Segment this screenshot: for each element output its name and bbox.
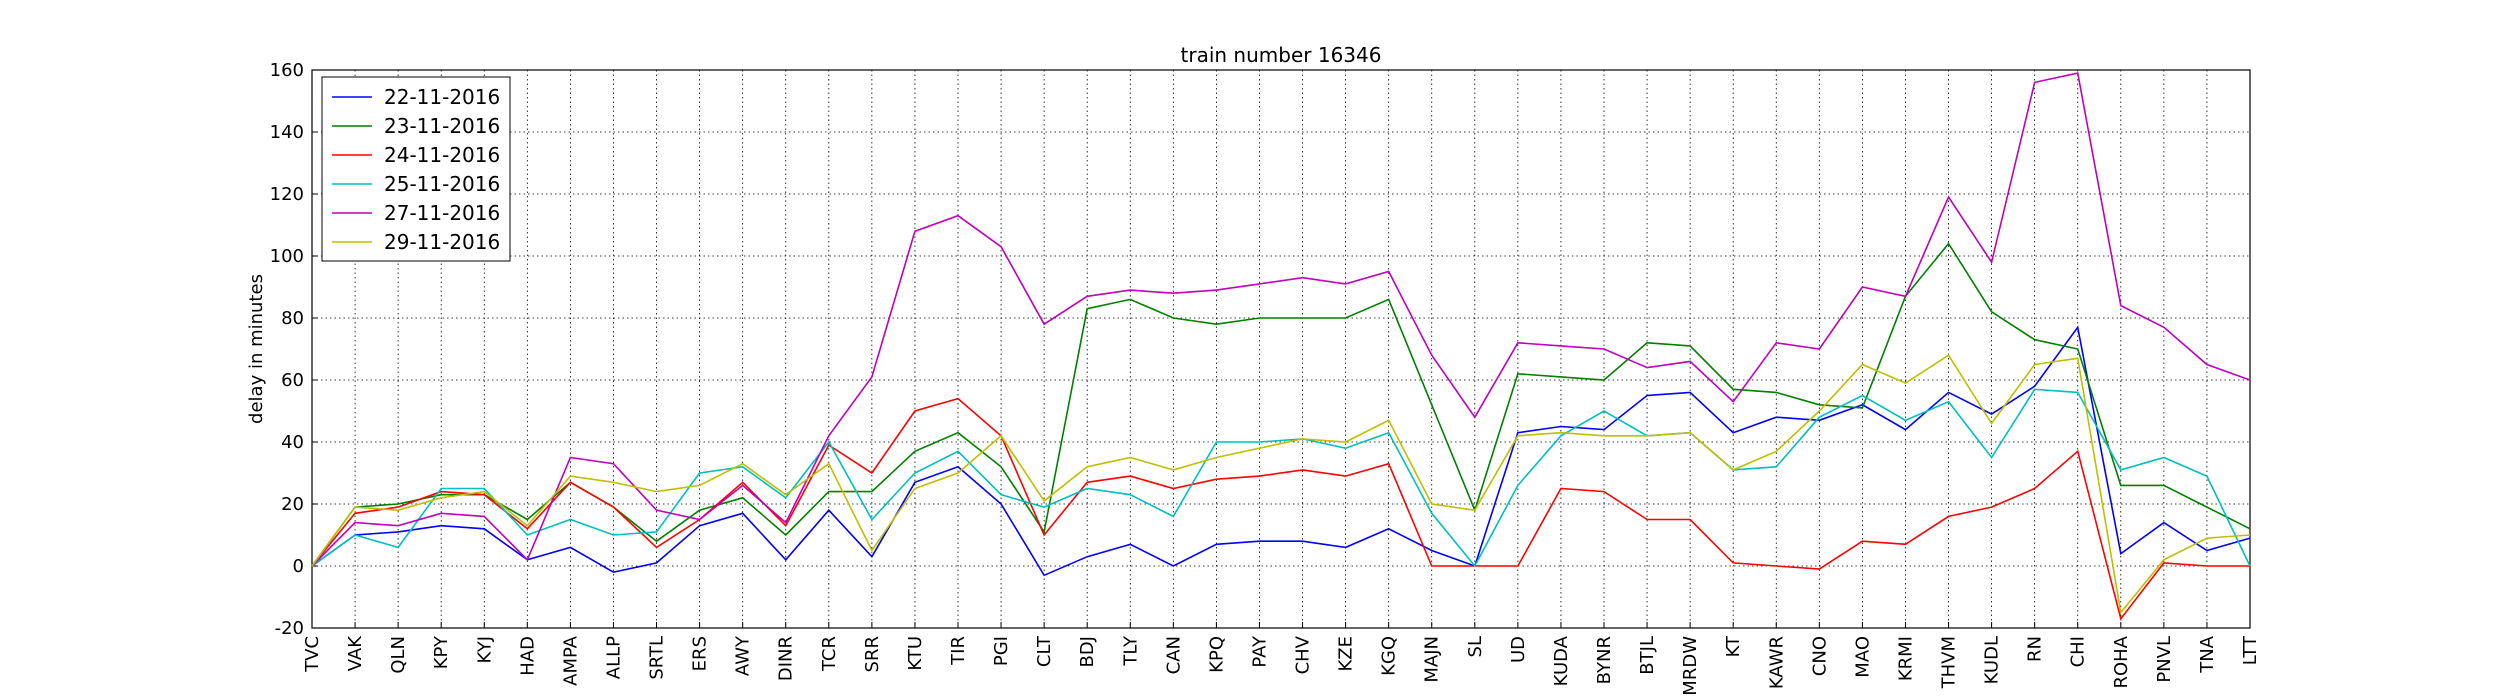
x-tick-label: KPQ — [1206, 636, 1227, 673]
series-line — [311, 325, 2251, 577]
x-tick-label: CLT — [1034, 635, 1055, 667]
y-tick-label: 160 — [270, 60, 304, 81]
y-tick-label: 40 — [281, 432, 304, 453]
y-tick-label: 120 — [270, 184, 304, 205]
x-tick-label: UD — [1508, 636, 1529, 663]
x-tick-label: RN — [2025, 636, 2046, 662]
x-tick-label: KUDL — [1982, 636, 2003, 684]
x-tick-label: HAD — [517, 636, 538, 676]
series-line — [311, 242, 2251, 567]
x-tick-label: ROHA — [2111, 635, 2132, 688]
y-tick-label: 100 — [270, 246, 304, 267]
x-tick-label: TCR — [819, 636, 840, 672]
x-tick-label: CHI — [2068, 636, 2089, 667]
series-line — [311, 388, 2251, 568]
x-tick-label: LTT — [2240, 635, 2261, 665]
x-tick-label: CNO — [1809, 636, 1830, 676]
x-tick-label: AMPA — [560, 635, 581, 686]
series-line — [311, 397, 2250, 621]
x-tick-label: ERS — [690, 636, 711, 671]
x-tick-label: MAO — [1852, 636, 1873, 678]
series-line — [311, 72, 2251, 567]
x-tick-label: KUDA — [1551, 635, 1572, 686]
x-tick-label: PGI — [991, 636, 1012, 666]
x-tick-label: AWY — [733, 635, 754, 676]
x-tick-label: ALLP — [603, 636, 624, 679]
x-tick-label: KAWR — [1766, 636, 1787, 689]
y-axis-label: delay in minutes — [246, 274, 267, 424]
x-tick-label: CAN — [1163, 636, 1184, 674]
x-tick-label: TNA — [2197, 635, 2218, 673]
legend-label: 23-11-2016 — [384, 114, 500, 138]
legend-label: 27-11-2016 — [384, 201, 500, 225]
x-tick-label: CHV — [1293, 635, 1314, 674]
x-tick-label: TVC — [302, 636, 323, 673]
plot-frame — [311, 69, 2251, 629]
x-tick-label: THVM — [1939, 636, 1960, 689]
x-tick-label: MAJN — [1422, 636, 1443, 683]
series-line — [311, 354, 2251, 615]
x-tick-label: SRR — [862, 636, 883, 672]
y-tick-label: 80 — [281, 308, 304, 329]
y-tick-label: 140 — [270, 122, 304, 143]
x-tick-label: MRDW — [1680, 636, 1701, 696]
x-tick-label: SL — [1465, 636, 1486, 657]
y-tick-label: 60 — [281, 370, 304, 391]
legend-label: 24-11-2016 — [384, 143, 500, 167]
x-tick-label: KRMI — [1895, 636, 1916, 681]
x-tick-label: BYNR — [1594, 636, 1615, 684]
x-tick-label: QLN — [388, 636, 409, 674]
x-tick-label: DINR — [776, 636, 797, 681]
x-tick-label: KZE — [1336, 636, 1357, 672]
x-tick-label: TLY — [1120, 635, 1141, 667]
x-tick-label: KPY — [431, 635, 452, 669]
x-tick-label: SRTL — [647, 636, 668, 680]
x-tick-label: PAY — [1249, 635, 1270, 668]
x-tick-label: KTU — [905, 636, 926, 671]
x-tick-label: KYJ — [474, 636, 495, 663]
legend-label: 29-11-2016 — [384, 230, 500, 254]
y-tick-label: 20 — [281, 494, 304, 515]
chart-title: train number 16346 — [1181, 43, 1382, 67]
x-tick-label: TIR — [948, 636, 969, 666]
x-tick-label: BTJL — [1637, 636, 1658, 675]
x-tick-label: KGQ — [1379, 636, 1400, 676]
x-tick-label: VAK — [345, 635, 366, 671]
x-tick-label: BDJ — [1077, 636, 1098, 668]
legend-label: 22-11-2016 — [384, 85, 500, 109]
x-tick-label: PNVL — [2154, 636, 2175, 683]
y-tick-label: 0 — [293, 556, 304, 577]
y-tick-label: -20 — [275, 618, 304, 639]
x-tick-label: KT — [1723, 635, 1744, 657]
legend-label: 25-11-2016 — [384, 172, 500, 196]
legend-box — [321, 76, 511, 262]
